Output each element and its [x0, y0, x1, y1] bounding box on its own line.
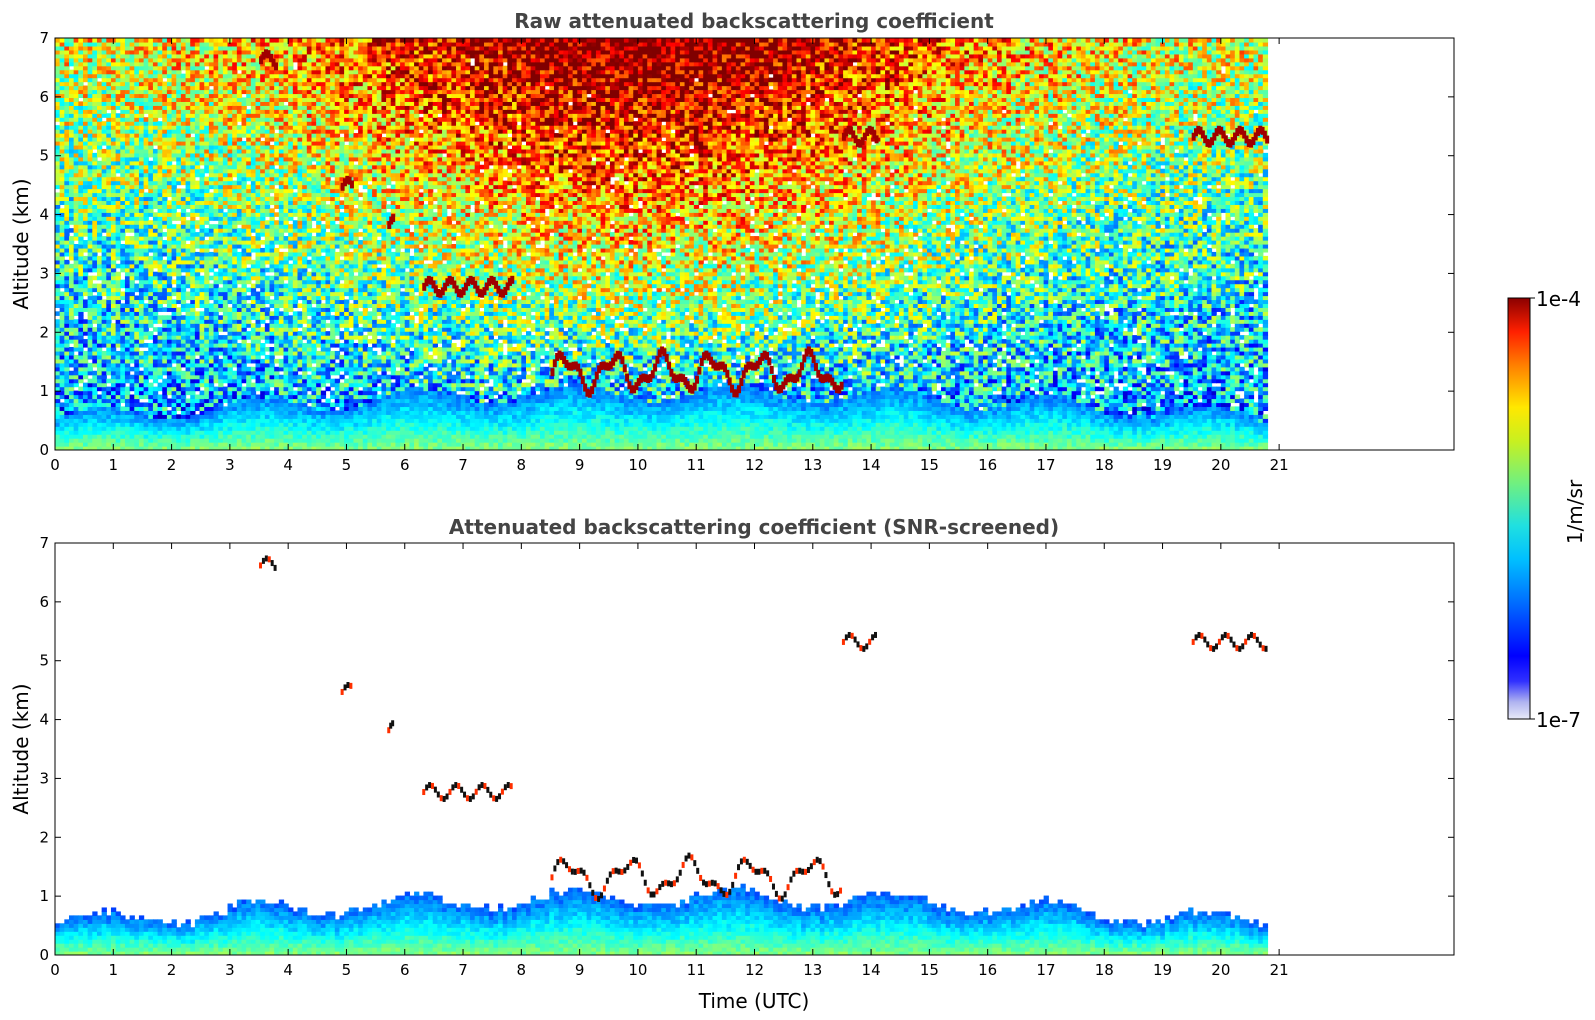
y-tick-label: 2	[39, 828, 49, 846]
x-tick-label: 10	[628, 456, 647, 474]
y-tick-label: 5	[39, 652, 49, 670]
x-tick-label: 20	[1211, 456, 1230, 474]
y-tick-label: 0	[39, 946, 49, 964]
y-tick-label: 2	[39, 323, 49, 341]
x-tick-label: 15	[920, 961, 939, 979]
x-tick-label: 6	[400, 961, 410, 979]
heatmap-data	[55, 38, 1269, 451]
y-tick-label: 0	[39, 441, 49, 459]
panel-raw: Raw attenuated backscattering coefficien…	[9, 9, 1454, 474]
chart-title: Attenuated backscattering coefficient (S…	[449, 515, 1059, 539]
y-axis-label: Altitude (km)	[9, 178, 33, 309]
x-tick-label: 16	[978, 456, 997, 474]
x-tick-label: 10	[628, 961, 647, 979]
x-tick-label: 2	[167, 961, 177, 979]
colorbar-label: 1/m/sr	[1563, 479, 1587, 544]
x-tick-label: 11	[687, 961, 706, 979]
x-tick-label: 21	[1270, 961, 1289, 979]
x-tick-label: 3	[225, 961, 235, 979]
y-tick-label: 4	[39, 711, 49, 729]
x-tick-label: 11	[687, 456, 706, 474]
x-tick-label: 18	[1095, 456, 1114, 474]
x-tick-label: 0	[50, 961, 60, 979]
x-tick-label: 17	[1036, 456, 1055, 474]
x-tick-label: 20	[1211, 961, 1230, 979]
chart-title: Raw attenuated backscattering coefficien…	[514, 9, 994, 33]
x-tick-label: 14	[862, 456, 881, 474]
x-tick-label: 12	[745, 961, 764, 979]
figure: Raw attenuated backscattering coefficien…	[0, 0, 1595, 1020]
y-tick-label: 1	[39, 382, 49, 400]
x-axis-label: Time (UTC)	[698, 989, 810, 1013]
colorbar-max-label: 1e-4	[1536, 287, 1581, 311]
x-tick-label: 8	[517, 961, 527, 979]
x-tick-label: 5	[342, 961, 352, 979]
x-tick-label: 9	[575, 961, 585, 979]
x-tick-label: 18	[1095, 961, 1114, 979]
colorbar-scale	[1508, 298, 1530, 719]
x-tick-label: 4	[283, 961, 293, 979]
y-tick-label: 4	[39, 206, 49, 224]
x-tick-label: 1	[109, 961, 119, 979]
x-tick-label: 4	[283, 456, 293, 474]
y-tick-label: 6	[39, 593, 49, 611]
y-tick-label: 3	[39, 264, 49, 282]
x-tick-label: 13	[803, 961, 822, 979]
y-tick-label: 7	[39, 534, 49, 552]
x-tick-label: 0	[50, 456, 60, 474]
heatmap-data	[55, 555, 1268, 955]
panel-screened: Attenuated backscattering coefficient (S…	[9, 515, 1454, 1013]
x-tick-label: 19	[1153, 961, 1172, 979]
x-tick-label: 15	[920, 456, 939, 474]
x-tick-label: 7	[458, 456, 468, 474]
y-axis-label: Altitude (km)	[9, 683, 33, 814]
x-tick-label: 13	[803, 456, 822, 474]
y-tick-label: 1	[39, 887, 49, 905]
x-tick-label: 6	[400, 456, 410, 474]
x-tick-label: 16	[978, 961, 997, 979]
y-tick-label: 6	[39, 88, 49, 106]
x-tick-label: 5	[342, 456, 352, 474]
x-tick-label: 12	[745, 456, 764, 474]
x-tick-label: 7	[458, 961, 468, 979]
y-tick-label: 3	[39, 769, 49, 787]
x-tick-label: 19	[1153, 456, 1172, 474]
x-tick-label: 2	[167, 456, 177, 474]
colorbar-min-label: 1e-7	[1536, 708, 1581, 732]
x-tick-label: 8	[517, 456, 527, 474]
x-tick-label: 17	[1036, 961, 1055, 979]
x-tick-label: 21	[1270, 456, 1289, 474]
x-tick-label: 1	[109, 456, 119, 474]
colorbar: 1e-4 1e-7 1/m/sr	[1508, 287, 1587, 732]
y-tick-label: 5	[39, 147, 49, 165]
x-tick-label: 3	[225, 456, 235, 474]
x-tick-label: 9	[575, 456, 585, 474]
x-tick-label: 14	[862, 961, 881, 979]
y-tick-label: 7	[39, 29, 49, 47]
